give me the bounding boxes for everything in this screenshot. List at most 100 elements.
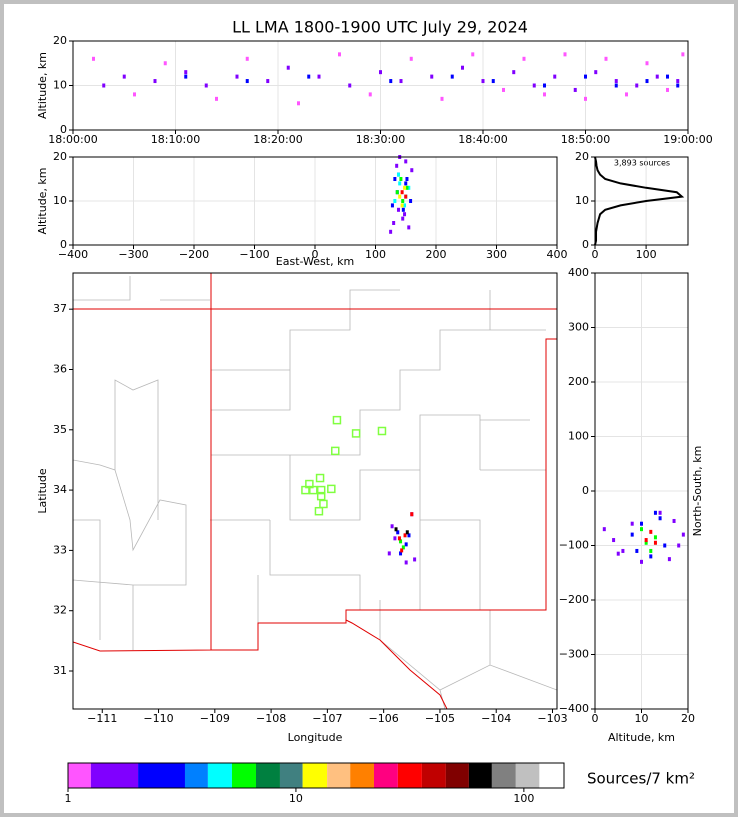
source [387,551,391,556]
source [653,510,657,515]
station [332,415,342,425]
source [640,521,643,526]
colorbar-segment [184,763,208,788]
source [625,92,628,97]
source [658,510,662,515]
station [319,499,328,509]
source [390,203,394,208]
colorbar-segment [207,763,232,788]
source [640,527,643,532]
map-borders [73,273,557,709]
y-tick-label: 31 [53,664,67,677]
source [122,74,126,79]
source [413,557,417,562]
chart-title: LL LMA 1800-1900 UTC July 29, 2024 [232,18,528,37]
y-tick-label: 300 [568,321,589,334]
colorbar-label: Sources/7 km² [587,770,695,788]
x-tick-label: −200 [179,248,209,261]
source [401,216,405,221]
source [621,548,625,553]
plot-frame [72,272,558,710]
y-tick-label: 20 [575,150,589,163]
source [604,56,608,61]
y-axis-label: Altitude, km [36,167,49,234]
colorbar-segment [539,763,564,788]
x-tick-label: 18:30:00 [356,133,405,146]
source [405,177,409,181]
x-tick-label: 300 [486,248,507,261]
y-tick-label: 0 [582,238,589,251]
source [681,532,685,537]
source [163,61,167,66]
x-axis-label: Longitude [288,731,343,744]
x-tick-label: −106 [369,712,399,725]
plot-frame [72,40,689,131]
source [389,79,393,84]
source [409,56,413,61]
x-tick-label: 0 [592,248,599,261]
source [317,74,321,79]
station [316,491,326,501]
source [676,83,680,88]
x-tick-label: −108 [256,712,286,725]
x-tick-label: 18:40:00 [458,133,507,146]
source [297,101,300,106]
y-tick-label: 100 [568,430,589,443]
source [658,516,662,521]
x-tick-label: −100 [239,248,269,261]
y-tick-label: 20 [53,150,67,163]
source [407,533,411,538]
x-tick-label: 18:50:00 [561,133,610,146]
source [404,194,408,199]
source [640,559,643,564]
source [635,548,639,553]
y-tick-label: −100 [559,539,589,552]
source [543,83,546,88]
station [377,426,387,436]
source [338,52,341,57]
source [404,159,408,164]
source [543,92,546,97]
x-tick-label: 18:00:00 [48,133,97,146]
colorbar-segment [327,763,351,788]
source [307,74,311,79]
source [403,533,407,538]
source [430,74,434,79]
y-tick-label: 34 [53,483,67,496]
x-axis-label: Altitude, km [608,731,675,744]
x-tick-label: −110 [143,712,173,725]
source [672,518,676,523]
source [666,74,669,79]
colorbar-segment [421,763,446,788]
source [399,539,403,544]
source [215,96,218,101]
source [379,70,382,75]
source [396,530,400,535]
x-tick-label: 18:10:00 [151,133,200,146]
x-tick-label: 0 [312,248,319,261]
colorbar-segment [515,763,540,788]
y-axis-label: Latitude [36,468,49,514]
source [401,545,405,550]
source [405,530,409,535]
source [491,79,495,84]
station [316,485,326,495]
y-tick-label: 37 [53,302,67,315]
y-tick-label: 10 [53,79,67,92]
source [522,56,526,61]
x-tick-label: 400 [547,248,568,261]
source [393,177,397,181]
source [266,79,270,84]
source [184,74,188,79]
source [471,52,475,57]
x-tick-label: −107 [312,712,342,725]
source [653,535,657,540]
source [401,207,405,212]
source [645,79,649,84]
station [351,429,361,438]
x-tick-label: 100 [636,248,657,261]
source [649,554,653,559]
plot-frame [72,156,558,246]
source [663,543,667,548]
source [393,536,397,541]
